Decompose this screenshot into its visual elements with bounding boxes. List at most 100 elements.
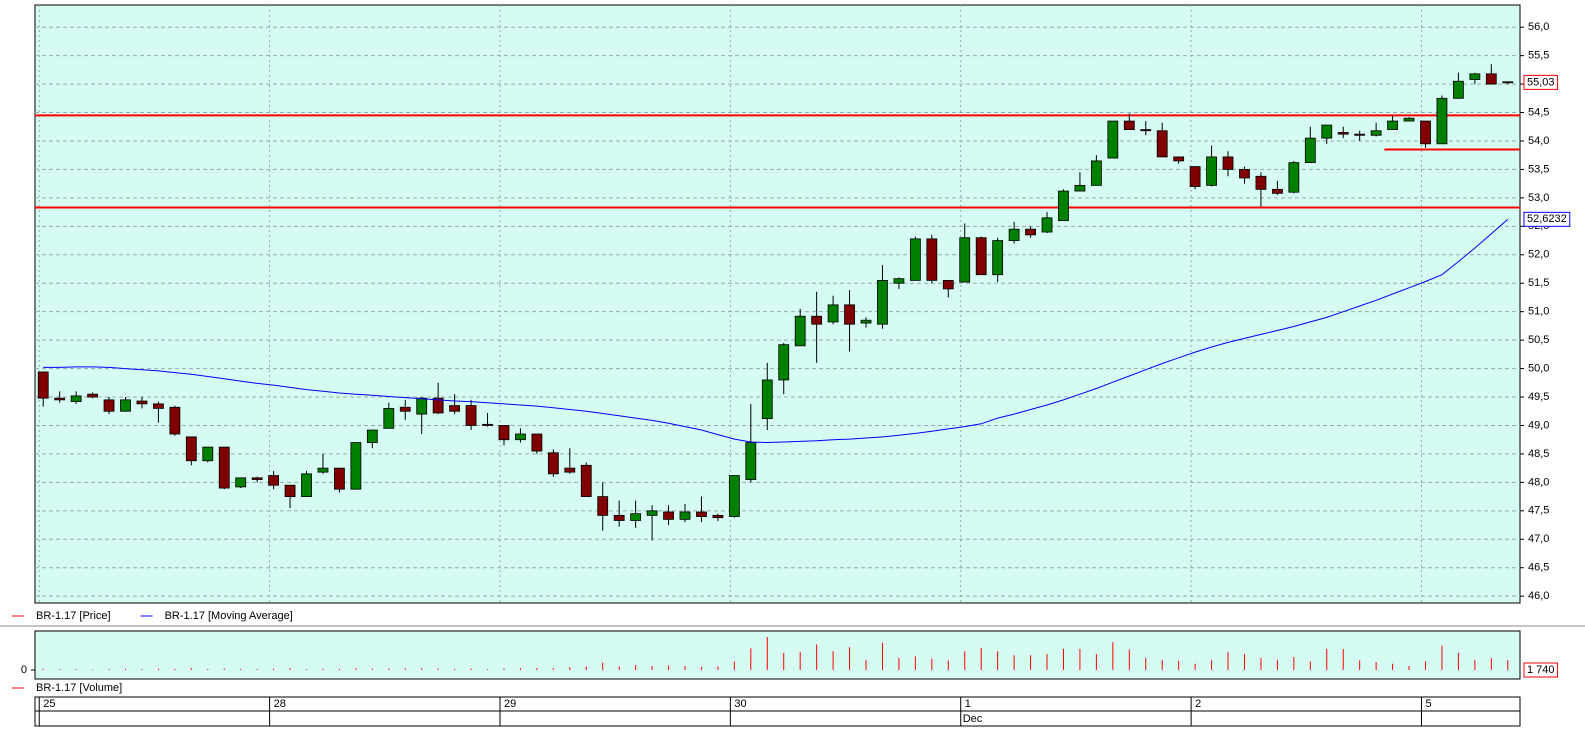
candle-body: [1271, 188, 1283, 194]
candle-body: [630, 513, 642, 521]
candle-body: [350, 442, 362, 490]
volume-bar: [569, 667, 571, 670]
candle-body: [169, 406, 181, 435]
volume-bar: [1392, 663, 1394, 670]
volume-bar: [931, 658, 933, 670]
candle-body: [1304, 137, 1316, 164]
candle-body: [1337, 132, 1349, 135]
y-tick-label: 47,0: [1528, 533, 1549, 545]
candle-body: [580, 464, 592, 498]
candle-body: [87, 393, 98, 398]
last-value-label: 55,03: [1527, 76, 1555, 88]
candle-body: [54, 397, 66, 401]
volume-bar: [355, 668, 357, 670]
last-value-label: 52,6232: [1527, 213, 1567, 225]
candle-body: [1140, 129, 1152, 132]
volume-bar: [273, 668, 275, 670]
volume-bar: [1507, 660, 1509, 670]
candle-body: [1074, 184, 1086, 192]
y-tick-label: 48,0: [1528, 476, 1549, 488]
legend-label: BR-1.17 [Volume]: [36, 682, 122, 694]
volume-bar: [59, 669, 61, 670]
y-tick-label: 0: [21, 664, 27, 676]
candle-body: [1321, 124, 1333, 139]
candle-body: [284, 484, 296, 498]
candle-body: [959, 237, 971, 283]
candle-body: [745, 442, 757, 480]
legend-label: BR-1.17 [Moving Average]: [165, 610, 293, 622]
volume-bar: [717, 666, 719, 670]
volume-bar: [1013, 655, 1015, 670]
candle-body: [1222, 156, 1234, 170]
candle-body: [465, 405, 477, 426]
y-tick-label: 54,5: [1528, 106, 1549, 118]
candle-body: [1123, 120, 1135, 131]
candle-body: [498, 425, 510, 441]
candle-body: [1469, 73, 1481, 80]
volume-bar: [1112, 642, 1114, 670]
volume-bar: [618, 666, 620, 670]
x-tick-label: 28: [274, 698, 286, 710]
x-tick-label: 1: [965, 698, 971, 710]
volume-bar: [207, 668, 209, 670]
volume-bar: [289, 668, 291, 670]
candle-body: [202, 446, 214, 462]
volume-bar: [388, 668, 390, 670]
volume-bar: [1424, 661, 1426, 670]
volume-bar: [585, 666, 587, 670]
volume-bar: [1211, 659, 1213, 670]
volume-bar: [1243, 654, 1245, 670]
volume-bar: [635, 664, 637, 670]
volume-bar: [668, 665, 670, 670]
volume-bar: [42, 668, 44, 670]
volume-bar: [733, 661, 735, 670]
ma-line: [43, 218, 1509, 444]
volume-bar: [1178, 660, 1180, 670]
y-tick-label: 50,0: [1528, 362, 1549, 374]
candle-body: [1403, 117, 1415, 122]
volume-bar: [1030, 655, 1032, 670]
volume-bar: [602, 662, 604, 670]
candle-body: [383, 408, 395, 429]
y-tick-label: 56,0: [1528, 21, 1549, 33]
candle-body: [531, 433, 543, 452]
y-tick-label: 49,0: [1528, 419, 1549, 431]
volume-bar: [1227, 651, 1229, 670]
price-panel: [34, 4, 1521, 604]
last-value-box: [1523, 662, 1559, 678]
volume-bar: [947, 660, 949, 670]
x-tick-label: 29: [504, 698, 516, 710]
volume-bar: [75, 669, 77, 670]
candle-body: [399, 406, 411, 412]
candle-body: [482, 423, 493, 426]
volume-bar: [881, 642, 883, 670]
y-tick-label: 51,0: [1528, 306, 1549, 318]
volume-bar: [1474, 659, 1476, 670]
candle-body: [1058, 190, 1069, 222]
volume-bar: [1441, 645, 1443, 670]
volume-bar: [256, 669, 258, 670]
volume-bar: [1276, 659, 1278, 670]
y-tick-label: 48,5: [1528, 448, 1549, 460]
candle-body: [1025, 228, 1036, 236]
candle-body: [860, 319, 872, 324]
candle-body: [679, 511, 691, 520]
candle-body: [366, 429, 378, 443]
y-tick-label: 50,5: [1528, 334, 1549, 346]
candle-body: [268, 475, 280, 486]
candle-body: [877, 279, 888, 325]
volume-bar: [1095, 654, 1097, 670]
candle-body: [893, 278, 905, 284]
volume-bar: [1145, 658, 1147, 670]
volume-bar: [470, 668, 472, 670]
volume-bar: [519, 668, 521, 670]
candle-body: [1370, 130, 1382, 136]
volume-bar: [190, 668, 192, 670]
volume-bar: [700, 667, 702, 670]
candle-body: [1206, 156, 1217, 186]
volume-bar: [536, 668, 538, 670]
volume-bar: [1309, 661, 1311, 670]
y-tick-label: 54,0: [1528, 135, 1549, 147]
volume-panel: [34, 630, 1521, 680]
